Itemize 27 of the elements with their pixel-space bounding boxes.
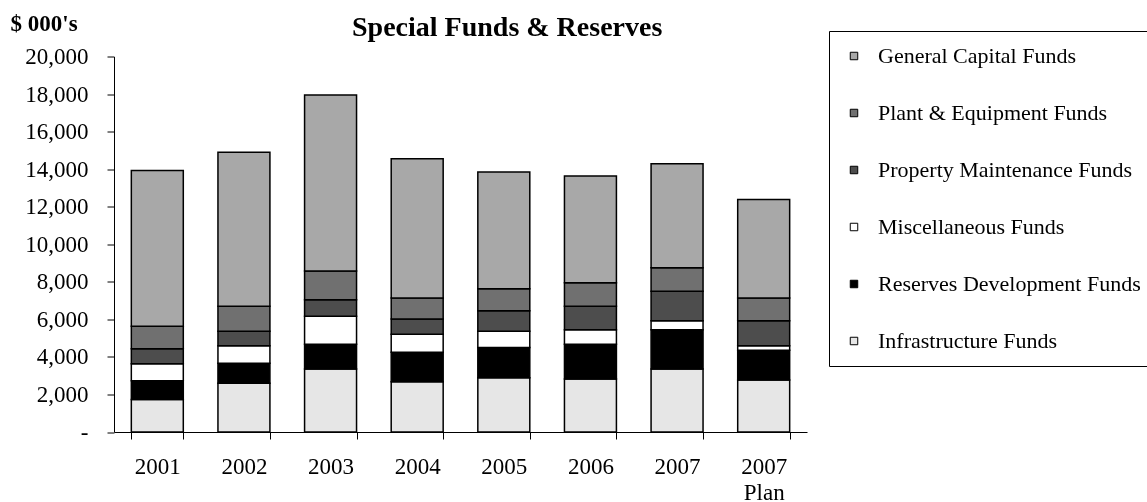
- legend-label: Plant & Equipment Funds: [878, 100, 1108, 125]
- y-tick-label: 10,000: [25, 231, 89, 257]
- x-tick-label: 2002: [221, 453, 268, 479]
- legend-label: Infrastructure Funds: [878, 328, 1058, 353]
- y-tick-label: 6,000: [36, 306, 89, 332]
- y-tick-label: 16,000: [25, 119, 89, 145]
- x-tick-label: 2006: [567, 453, 614, 479]
- y-tick-label: 4,000: [36, 344, 89, 370]
- y-tick-label: 2,000: [36, 381, 89, 407]
- legend-label: Reserves Development Funds: [878, 271, 1141, 296]
- y-axis-title: $ 000's: [10, 10, 78, 36]
- y-tick-label: 8,000: [36, 269, 89, 295]
- y-tick-label: 18,000: [25, 81, 89, 107]
- x-tick-label: 2001: [134, 453, 181, 479]
- y-tick-label: -: [80, 419, 89, 445]
- y-tick-label: 14,000: [25, 156, 89, 182]
- legend-label: General Capital Funds: [878, 43, 1076, 68]
- x-tick-label: 2007 Plan: [741, 453, 788, 502]
- legend-label: Property Maintenance Funds: [878, 157, 1133, 182]
- y-tick-label: 20,000: [25, 44, 89, 69]
- x-tick-label: 2003: [308, 453, 355, 479]
- y-tick-label: 12,000: [25, 194, 89, 220]
- chart-title: Special Funds & Reserves: [352, 11, 663, 42]
- x-tick-label: 2005: [481, 453, 528, 479]
- x-tick-label: 2007: [654, 453, 701, 479]
- x-tick-label: 2004: [394, 453, 442, 479]
- legend-label: Miscellaneous Funds: [878, 214, 1065, 239]
